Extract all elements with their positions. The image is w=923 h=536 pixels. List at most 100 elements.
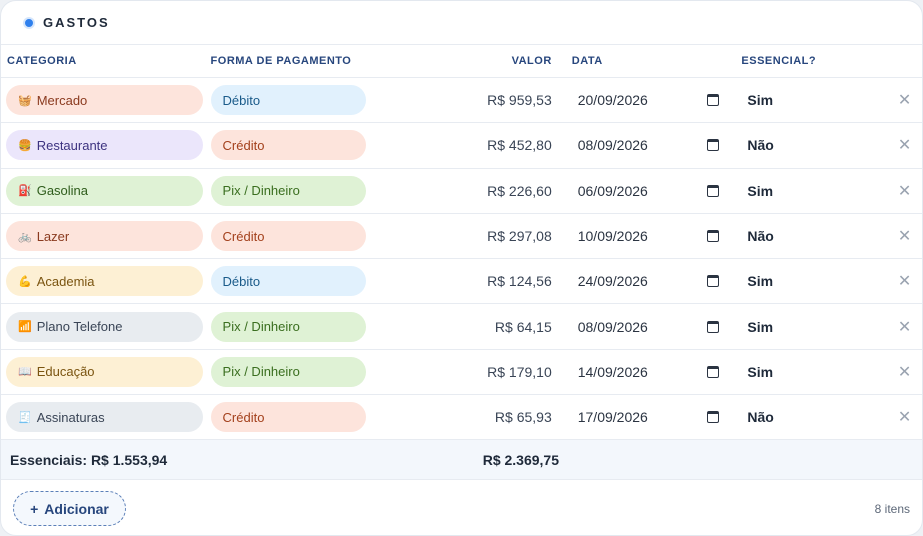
payment-label: Débito bbox=[222, 273, 261, 289]
column-header-value: VALOR bbox=[511, 55, 552, 67]
table-row: 💪 Academia Débito R$ 124,56 24/09/2026 S… bbox=[1, 259, 922, 305]
payment-cell: Crédito bbox=[205, 221, 371, 252]
value-input[interactable]: R$ 297,08 bbox=[487, 228, 552, 245]
calendar-icon[interactable] bbox=[707, 184, 720, 197]
essential-toggle[interactable]: Sim bbox=[747, 273, 774, 290]
category-icon: 📖 bbox=[18, 365, 32, 379]
essential-toggle[interactable]: Sim bbox=[747, 318, 774, 335]
date-input[interactable]: 08/09/2026 bbox=[560, 319, 728, 335]
item-count: 8 itens bbox=[874, 501, 910, 516]
table-row: 🍔 Restaurante Crédito R$ 452,80 08/09/20… bbox=[1, 123, 922, 169]
payment-label: Pix / Dinheiro bbox=[222, 319, 300, 335]
delete-row-icon[interactable]: ✕ bbox=[897, 228, 912, 246]
value-input[interactable]: R$ 65,93 bbox=[494, 409, 552, 426]
date-input[interactable]: 20/09/2026 bbox=[560, 92, 728, 108]
category-cell: 🧾 Assinaturas bbox=[1, 402, 205, 433]
essential-toggle[interactable]: Não bbox=[747, 228, 774, 245]
date-value: 20/09/2026 bbox=[577, 92, 648, 109]
date-value: 08/09/2026 bbox=[577, 318, 648, 335]
payment-label: Crédito bbox=[222, 137, 265, 153]
delete-row-icon[interactable]: ✕ bbox=[897, 363, 912, 381]
category-icon: ⛽ bbox=[18, 184, 32, 198]
calendar-icon[interactable] bbox=[707, 139, 720, 152]
payment-select[interactable]: Crédito bbox=[210, 221, 366, 252]
category-label: Lazer bbox=[36, 228, 70, 244]
plus-icon: + bbox=[30, 500, 39, 517]
payment-select[interactable]: Pix / Dinheiro bbox=[210, 175, 366, 206]
date-input[interactable]: 08/09/2026 bbox=[560, 137, 728, 153]
category-label: Educação bbox=[36, 364, 95, 380]
date-input[interactable]: 10/09/2026 bbox=[560, 228, 728, 244]
delete-row-icon[interactable]: ✕ bbox=[897, 409, 912, 427]
category-cell: 💪 Academia bbox=[1, 266, 205, 297]
delete-row-icon[interactable]: ✕ bbox=[897, 182, 912, 200]
card-footer: + Adicionar 8 itens bbox=[1, 480, 922, 535]
category-select[interactable]: 💪 Academia bbox=[6, 266, 203, 297]
category-label: Gasolina bbox=[36, 183, 89, 199]
value-input[interactable]: R$ 226,60 bbox=[487, 182, 552, 199]
table-row: 📖 Educação Pix / Dinheiro R$ 179,10 14/0… bbox=[1, 350, 922, 396]
date-input[interactable]: 17/09/2026 bbox=[560, 409, 728, 425]
totals-row: Essenciais: R$ 1.553,94 R$ 2.369,75 bbox=[1, 440, 922, 481]
table-row: 🧾 Assinaturas Crédito R$ 65,93 17/09/202… bbox=[1, 395, 922, 441]
category-icon: 🍔 bbox=[18, 138, 32, 152]
category-select[interactable]: 🧺 Mercado bbox=[6, 85, 203, 116]
table-row: ⛽ Gasolina Pix / Dinheiro R$ 226,60 06/0… bbox=[1, 169, 922, 214]
delete-row-icon[interactable]: ✕ bbox=[897, 92, 912, 110]
calendar-icon[interactable] bbox=[707, 230, 720, 243]
category-cell: 🚲 Lazer bbox=[1, 221, 205, 252]
essential-toggle[interactable]: Sim bbox=[747, 92, 774, 109]
add-expense-label: Adicionar bbox=[44, 500, 109, 517]
column-header-payment: FORMA DE PAGAMENTO bbox=[210, 55, 352, 67]
payment-select[interactable]: Crédito bbox=[210, 402, 366, 433]
value-input[interactable]: R$ 179,10 bbox=[487, 363, 552, 380]
essential-toggle[interactable]: Não bbox=[747, 409, 774, 426]
calendar-icon[interactable] bbox=[707, 275, 720, 288]
date-value: 10/09/2026 bbox=[577, 228, 648, 245]
essentials-total: Essenciais: R$ 1.553,94 bbox=[10, 451, 168, 468]
category-icon: 🧺 bbox=[18, 93, 32, 107]
calendar-icon[interactable] bbox=[707, 94, 720, 107]
add-expense-button[interactable]: + Adicionar bbox=[13, 491, 126, 527]
payment-select[interactable]: Débito bbox=[210, 85, 366, 116]
payment-cell: Débito bbox=[205, 266, 371, 297]
category-select[interactable]: 🚲 Lazer bbox=[6, 221, 203, 252]
value-input[interactable]: R$ 64,15 bbox=[494, 318, 552, 335]
category-icon: 📶 bbox=[18, 320, 32, 334]
table-body: 🧺 Mercado Débito R$ 959,53 20/09/2026 Si… bbox=[1, 78, 922, 441]
category-select[interactable]: 🧾 Assinaturas bbox=[6, 402, 203, 433]
calendar-icon[interactable] bbox=[707, 411, 720, 424]
payment-select[interactable]: Crédito bbox=[210, 130, 366, 161]
category-cell: 🍔 Restaurante bbox=[1, 130, 205, 161]
essential-toggle[interactable]: Não bbox=[747, 137, 774, 154]
calendar-icon[interactable] bbox=[707, 365, 720, 378]
delete-row-icon[interactable]: ✕ bbox=[897, 318, 912, 336]
card-header: GASTOS bbox=[1, 1, 922, 45]
delete-row-icon[interactable]: ✕ bbox=[897, 273, 912, 291]
category-select[interactable]: 📶 Plano Telefone bbox=[6, 311, 203, 342]
category-cell: 📖 Educação bbox=[1, 356, 205, 387]
category-label: Academia bbox=[36, 273, 95, 289]
category-select[interactable]: 📖 Educação bbox=[6, 356, 203, 387]
essential-toggle[interactable]: Sim bbox=[747, 363, 774, 380]
category-select[interactable]: 🍔 Restaurante bbox=[6, 130, 203, 161]
payment-select[interactable]: Débito bbox=[210, 266, 366, 297]
date-input[interactable]: 14/09/2026 bbox=[560, 364, 728, 380]
payment-cell: Pix / Dinheiro bbox=[205, 175, 371, 206]
column-header-essential: ESSENCIAL? bbox=[741, 55, 817, 67]
date-input[interactable]: 06/09/2026 bbox=[560, 183, 728, 199]
payment-label: Pix / Dinheiro bbox=[222, 183, 300, 199]
value-input[interactable]: R$ 452,80 bbox=[487, 137, 552, 154]
category-select[interactable]: ⛽ Gasolina bbox=[6, 175, 203, 206]
table-row: 📶 Plano Telefone Pix / Dinheiro R$ 64,15… bbox=[1, 304, 922, 350]
value-input[interactable]: R$ 124,56 bbox=[487, 273, 552, 290]
payment-select[interactable]: Pix / Dinheiro bbox=[210, 311, 366, 342]
date-input[interactable]: 24/09/2026 bbox=[560, 273, 728, 289]
date-value: 14/09/2026 bbox=[577, 363, 648, 380]
value-input[interactable]: R$ 959,53 bbox=[487, 92, 552, 109]
calendar-icon[interactable] bbox=[707, 320, 720, 333]
payment-select[interactable]: Pix / Dinheiro bbox=[210, 356, 366, 387]
delete-row-icon[interactable]: ✕ bbox=[897, 137, 912, 155]
essential-toggle[interactable]: Sim bbox=[747, 182, 774, 199]
